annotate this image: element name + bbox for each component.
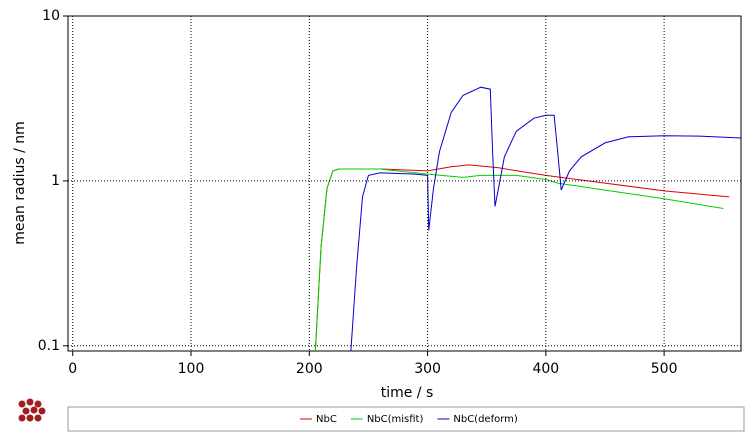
series-line — [350, 86, 741, 351]
y-tick-label: 10 — [42, 8, 60, 24]
y-axis-label: mean radius / nm — [12, 121, 28, 245]
x-axis-label: time / s — [381, 385, 434, 401]
x-tick-label: 0 — [68, 361, 77, 377]
x-tick-label: 400 — [532, 361, 559, 377]
x-tick-label: 300 — [414, 361, 441, 377]
x-tick-label: 100 — [178, 361, 205, 377]
legend-label: NbC(deform) — [453, 414, 518, 425]
logo — [18, 398, 46, 422]
legend-label: NbC — [316, 414, 337, 425]
x-tick-label: 500 — [651, 361, 678, 377]
legend — [67, 406, 745, 432]
plot-area — [67, 15, 742, 352]
y-tick-label: 1 — [51, 173, 60, 189]
x-tick-label: 200 — [296, 361, 323, 377]
legend-label: NbC(misfit) — [367, 414, 424, 425]
series-line — [314, 168, 724, 351]
y-tick-label: 0.1 — [38, 338, 60, 354]
